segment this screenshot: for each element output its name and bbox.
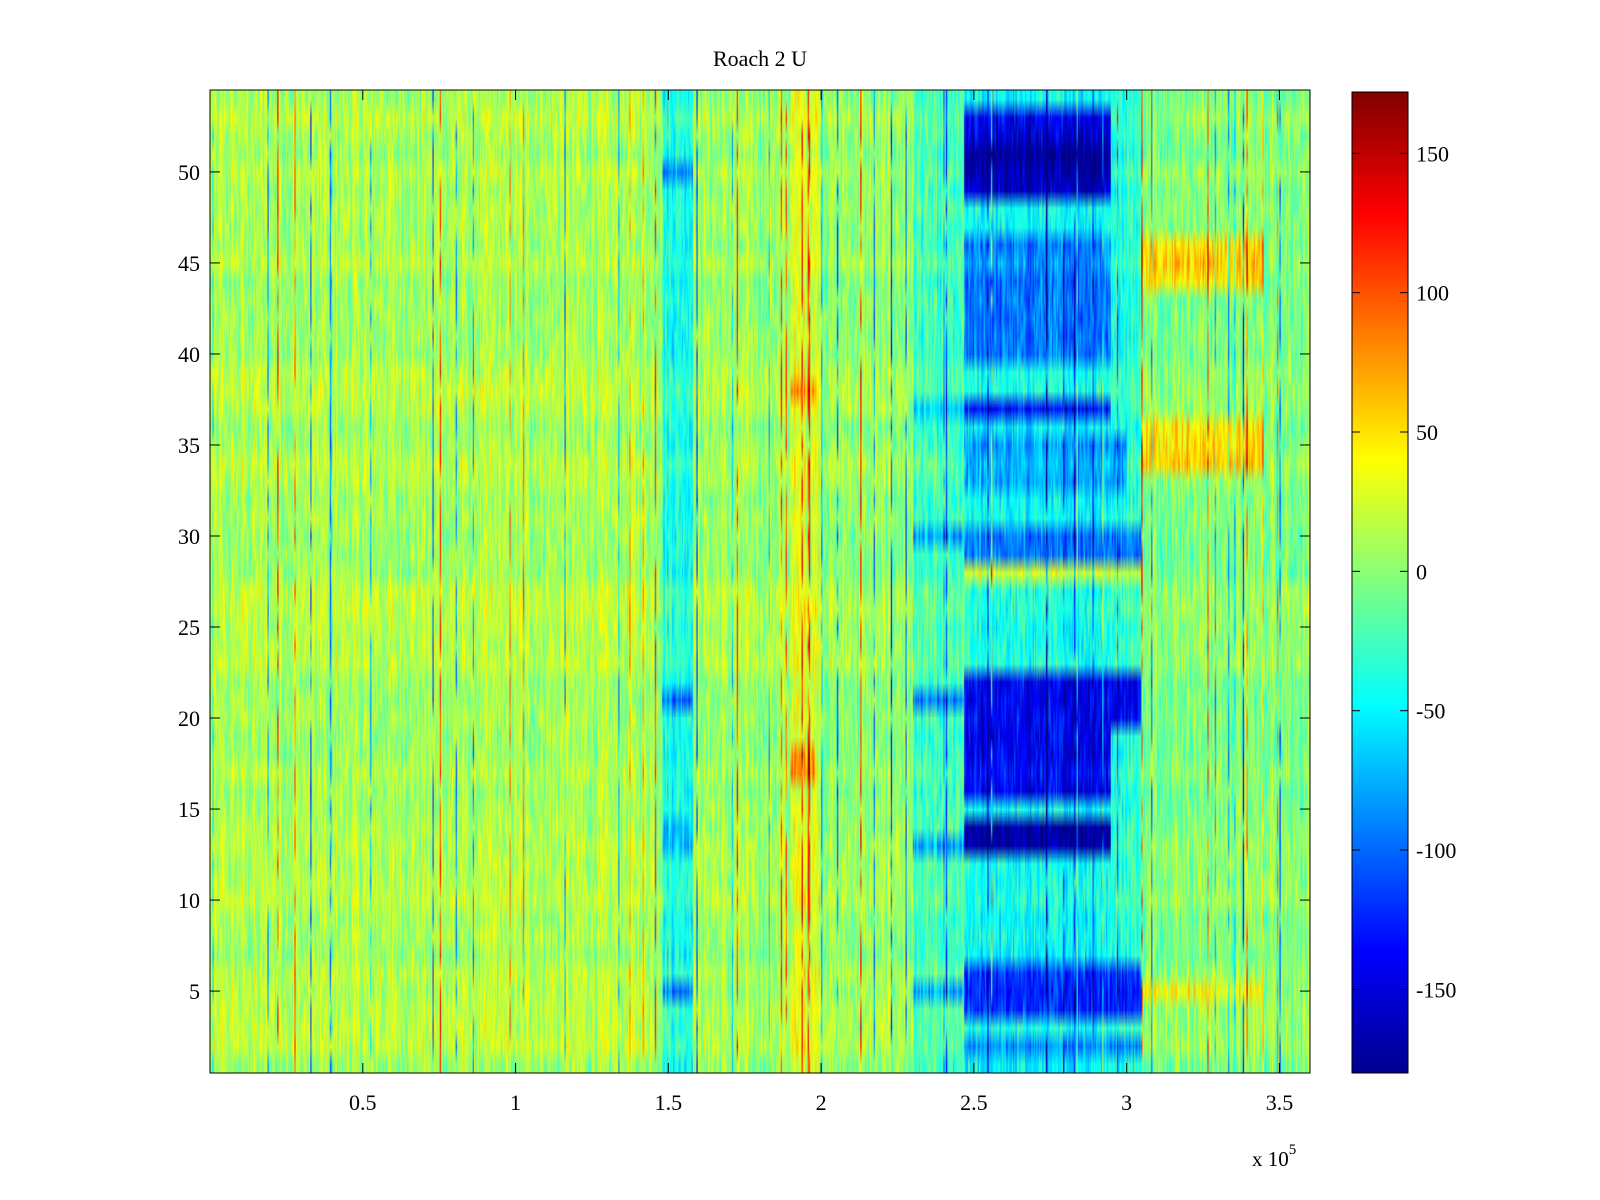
y-tick-label: 20 xyxy=(178,706,200,731)
y-tick-label: 5 xyxy=(189,979,200,1004)
x-axis-multiplier-label: x 10 xyxy=(1252,1147,1289,1171)
y-tick-label: 50 xyxy=(178,160,200,185)
x-axis-multiplier-exponent: 5 xyxy=(1289,1142,1297,1158)
x-tick-label: 3.5 xyxy=(1266,1090,1294,1115)
y-tick-label: 15 xyxy=(178,797,200,822)
y-tick-label: 45 xyxy=(178,251,200,276)
chart-title: Roach 2 U xyxy=(713,46,807,71)
colorbar-tick-label: 50 xyxy=(1416,420,1438,445)
colorbar-tick-label: 0 xyxy=(1416,559,1427,584)
x-tick-label: 2 xyxy=(816,1090,827,1115)
heatmap-image xyxy=(210,90,1310,1073)
y-tick-label: 10 xyxy=(178,888,200,913)
y-tick-label: 25 xyxy=(178,615,200,640)
plot-area-frame xyxy=(209,89,1311,1074)
x-tick-label: 2.5 xyxy=(960,1090,988,1115)
colorbar-tick-label: 100 xyxy=(1416,281,1449,306)
x-tick-label: 3 xyxy=(1121,1090,1132,1115)
y-tick-label: 30 xyxy=(178,524,200,549)
colorbar-tick-label: -150 xyxy=(1416,977,1456,1002)
colorbar-tick-label: 150 xyxy=(1416,141,1449,166)
x-tick-label: 1 xyxy=(510,1090,521,1115)
colorbar-tick-label: -100 xyxy=(1416,838,1456,863)
colorbar xyxy=(1351,91,1409,1074)
y-axis-ticks: 5 10 15 20 25 30 35 40 45 50 xyxy=(178,160,1310,1004)
x-tick-label: 1.5 xyxy=(655,1090,683,1115)
x-axis-ticks: 0.5 1 1.5 2 2.5 3 3.5 xyxy=(349,90,1293,1115)
colorbar-ticks: 150 100 50 0 -50 -100 -150 xyxy=(1352,141,1456,1002)
x-tick-label: 0.5 xyxy=(349,1090,377,1115)
y-tick-label: 40 xyxy=(178,342,200,367)
y-tick-label: 35 xyxy=(178,433,200,458)
colorbar-tick-label: -50 xyxy=(1416,699,1445,724)
x-axis-multiplier: x 105 xyxy=(1252,1142,1296,1171)
